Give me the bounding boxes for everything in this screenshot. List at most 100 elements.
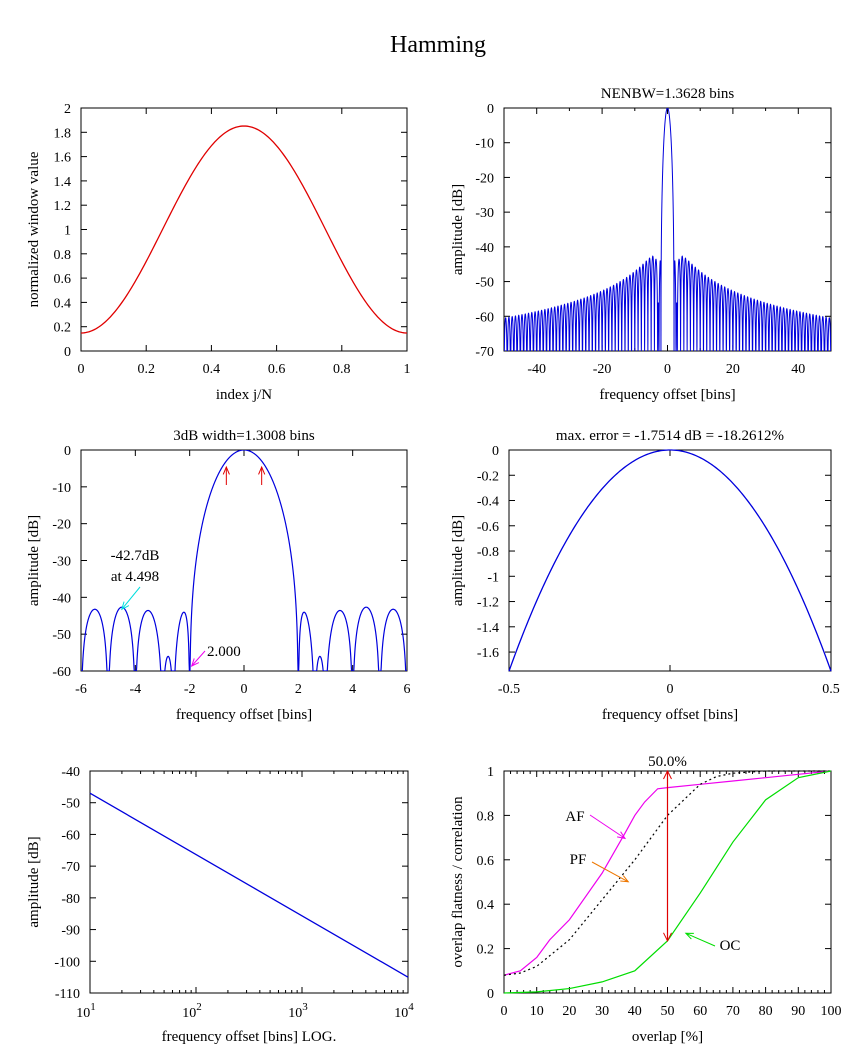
y-tick-label: 1 (64, 224, 71, 239)
y-tick-label: -40 (52, 591, 71, 606)
sidelobe-label: -42.7dB (111, 548, 160, 564)
y-tick-label: -0.8 (477, 545, 499, 560)
x-tick-label: 2 (295, 682, 302, 697)
x-tick-label: 103 (288, 1001, 308, 1021)
x-tick-label: -20 (593, 362, 612, 377)
oc-label: OC (720, 938, 741, 954)
y-tick-label: -1 (487, 570, 499, 585)
x-tick-label: 30 (595, 1004, 609, 1019)
x-tick-label: 0.4 (203, 362, 221, 377)
y-tick-label: -30 (475, 206, 494, 221)
y-tick-label: -40 (475, 241, 494, 256)
y-tick-label: 0.2 (477, 943, 495, 958)
three-db-marker-0-head (222, 465, 230, 475)
y-tick-label: -60 (52, 665, 71, 680)
x-tick-label: -0.5 (498, 682, 520, 697)
y-tick-label: 0 (487, 987, 494, 1002)
overlap-marker-label: 50.0% (648, 754, 687, 770)
y-tick-label: -30 (52, 555, 71, 570)
x-axis-label: index j/N (216, 387, 272, 403)
x-tick-exponent: 3 (302, 1001, 308, 1013)
first-null-arrow (191, 650, 206, 667)
y-tick-label: 0.6 (54, 272, 72, 287)
y-tick-label: 0.8 (54, 248, 72, 263)
y-axis-label: amplitude [dB] (450, 184, 466, 275)
plot-frame (89, 770, 409, 994)
plot-frame (503, 107, 832, 352)
x-tick-label: 100 (821, 1004, 842, 1019)
y-tick-label: -0.2 (477, 469, 499, 484)
x-tick-exponent: 1 (90, 1001, 96, 1013)
pf-arrow (591, 861, 629, 883)
panel-scallop: -0.5 0 0.5 0 -0.2 -0.4 -0.6 -0.8 -1 -1.2 -1.4 -1.6 m… (450, 428, 840, 723)
x-tick-label: 0 (501, 1004, 508, 1019)
oc-arrow-head (684, 932, 694, 940)
y-tick-label: -80 (61, 892, 80, 907)
x-axis-label: frequency offset [bins] (176, 707, 312, 723)
spectrum-curve (504, 108, 831, 351)
x-tick-label: 102 (182, 1001, 202, 1021)
first-null-arrow-head (190, 658, 200, 667)
panel-decay: 101 102 103 104 -40 -50 -60 -70 -80 -90 -100 -110 fr… (26, 765, 414, 1045)
panel-window: 0 0.2 0.4 0.6 0.8 1 0 0.2 0.4 0.6 0.8 1 1.2 1.4 1.6 1.8… (26, 102, 411, 403)
y-tick-label: -90 (61, 924, 80, 939)
y-tick-label: -100 (54, 955, 80, 970)
y-tick-label: -60 (61, 828, 80, 843)
y-tick-label: -10 (475, 137, 494, 152)
y-tick-label: -1.6 (477, 646, 499, 661)
y-tick-label: -0.6 (477, 520, 499, 535)
x-tick-label: 0 (664, 362, 671, 377)
y-tick-label: 0 (492, 444, 499, 459)
y-tick-label: -20 (475, 171, 494, 186)
x-tick-label: 90 (791, 1004, 805, 1019)
sidelobe-arrow-head (120, 601, 130, 611)
x-axis-label: frequency offset [bins] (602, 707, 738, 723)
scallop-curve (508, 449, 832, 672)
y-tick-label: -110 (55, 987, 80, 1002)
y-tick-label: -60 (475, 310, 494, 325)
overlap-marker-head (663, 932, 672, 942)
y-tick-label: -50 (61, 797, 80, 812)
y-tick-label: 0 (487, 102, 494, 117)
x-tick-label: -40 (527, 362, 546, 377)
overlap-marker-head (663, 769, 672, 780)
y-tick-label: 1.8 (54, 126, 72, 141)
x-tick-label: 0.5 (822, 682, 840, 697)
x-tick-label: 104 (394, 1001, 414, 1021)
y-tick-label: -70 (475, 345, 494, 360)
y-tick-label: 0 (64, 345, 71, 360)
y-tick-label: 0.4 (477, 898, 495, 913)
y-axis-label: amplitude [dB] (26, 515, 42, 606)
y-tick-label: -50 (475, 276, 494, 291)
decay-curve (89, 792, 409, 978)
x-tick-label: 40 (628, 1004, 642, 1019)
x-tick-exponent: 4 (408, 1001, 414, 1013)
panel-title: NENBW=1.3628 bins (601, 86, 735, 102)
panel-title: max. error = -1.7514 dB = -18.2612% (556, 428, 784, 444)
y-axis-label: normalized window value (26, 151, 42, 307)
figure-title: Hamming (390, 32, 486, 58)
x-tick-label: 60 (693, 1004, 707, 1019)
x-tick-label: 70 (726, 1004, 740, 1019)
x-tick-label: 0 (241, 682, 248, 697)
y-tick-label: -1.2 (477, 596, 499, 611)
x-axis-label: overlap [%] (632, 1029, 703, 1045)
y-tick-label: 1 (487, 765, 494, 780)
x-tick-label: 0 (78, 362, 85, 377)
panel-spectrum: -40 -20 0 20 40 0 -10 -20 -30 -40 -50 -60 -70 NENBW=1… (450, 86, 832, 403)
y-tick-label: 1.4 (54, 175, 72, 190)
x-tick-label: 101 (76, 1001, 96, 1021)
y-axis-label: amplitude [dB] (26, 836, 42, 927)
y-axis-label: overlap flatness / correlation (450, 796, 466, 968)
sidelobe-position-label: at 4.498 (111, 569, 159, 585)
sidelobe-arrow (121, 586, 141, 610)
series-af (503, 770, 832, 976)
y-tick-label: 0.8 (477, 809, 495, 824)
pf-arrow-head (620, 875, 630, 883)
y-tick-label: -20 (52, 518, 71, 533)
x-tick-label: 4 (349, 682, 356, 697)
x-axis-label: frequency offset [bins] LOG. (162, 1029, 337, 1045)
x-tick-label: 6 (404, 682, 411, 697)
